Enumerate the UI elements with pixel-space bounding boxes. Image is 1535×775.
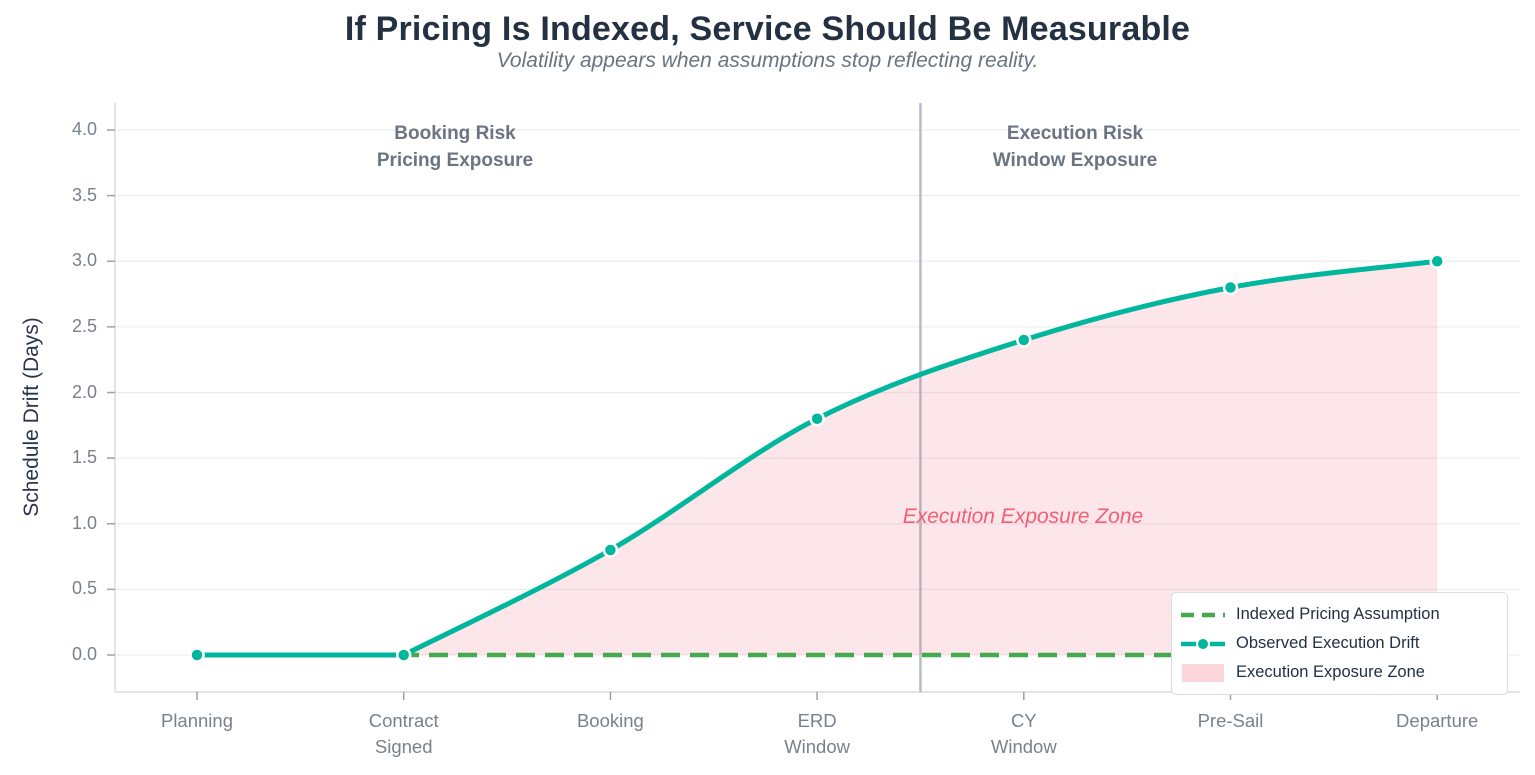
y-tick-label: 0.0: [71, 644, 97, 664]
x-tick-label: Planning: [160, 710, 233, 731]
y-tick-label: 3.0: [71, 250, 97, 271]
y-tick-label: 3.5: [71, 184, 97, 205]
legend-item-observed-drift[interactable]: Observed Execution Drift: [1180, 629, 1497, 658]
chart-subtitle: Volatility appears when assumptions stop…: [496, 49, 1039, 72]
legend-item-indexed-pricing[interactable]: Indexed Pricing Assumption: [1180, 600, 1497, 629]
x-tick-label: Departure: [1396, 710, 1479, 731]
exposure-zone-label: Execution Exposure Zone: [902, 505, 1144, 528]
data-point-marker: [1222, 279, 1239, 296]
data-point-marker: [602, 542, 619, 558]
chart-title: If Pricing Is Indexed, Service Should Be…: [344, 10, 1191, 48]
teal-line-marker-swatch: [1180, 634, 1226, 654]
data-point-marker: [1429, 253, 1445, 269]
annotation-execution-risk: Execution Risk Window Exposure: [992, 123, 1158, 171]
y-tick-label: 2.5: [71, 315, 97, 336]
pink-area-swatch: [1180, 663, 1226, 683]
y-tick-label: 2.0: [71, 381, 97, 402]
legend[interactable]: Indexed Pricing Assumption Observed Exec…: [1171, 592, 1508, 695]
x-tick-label: Contract Signed: [368, 710, 439, 757]
y-tick-label: 4.0: [71, 119, 97, 139]
x-tick-label: Pre-Sail: [1197, 710, 1264, 731]
y-tick-label: 0.5: [71, 578, 97, 599]
x-tick-label: ERD Window: [784, 710, 850, 757]
data-point-marker: [395, 647, 412, 663]
annotation-booking-risk: Booking Risk Pricing Exposure: [376, 123, 534, 171]
legend-item-label: Observed Execution Drift: [1236, 634, 1420, 652]
y-tick-label: 1.0: [71, 512, 97, 533]
data-point-marker: [809, 411, 825, 427]
data-point-marker: [1016, 332, 1032, 348]
observed-drift-line: [194, 258, 1440, 658]
x-tick-label: CY Window: [990, 710, 1057, 757]
legend-item-label: Indexed Pricing Assumption: [1236, 605, 1440, 623]
x-tick-label: Booking: [576, 710, 644, 731]
data-point-marker: [189, 647, 205, 663]
execution-exposure-zone-area: [403, 261, 1438, 655]
legend-item-exposure-zone[interactable]: Execution Exposure Zone: [1180, 658, 1497, 687]
legend-item-label: Execution Exposure Zone: [1236, 663, 1425, 681]
y-tick-label: 1.5: [71, 447, 97, 468]
green-dashed-line-swatch: [1180, 605, 1226, 625]
